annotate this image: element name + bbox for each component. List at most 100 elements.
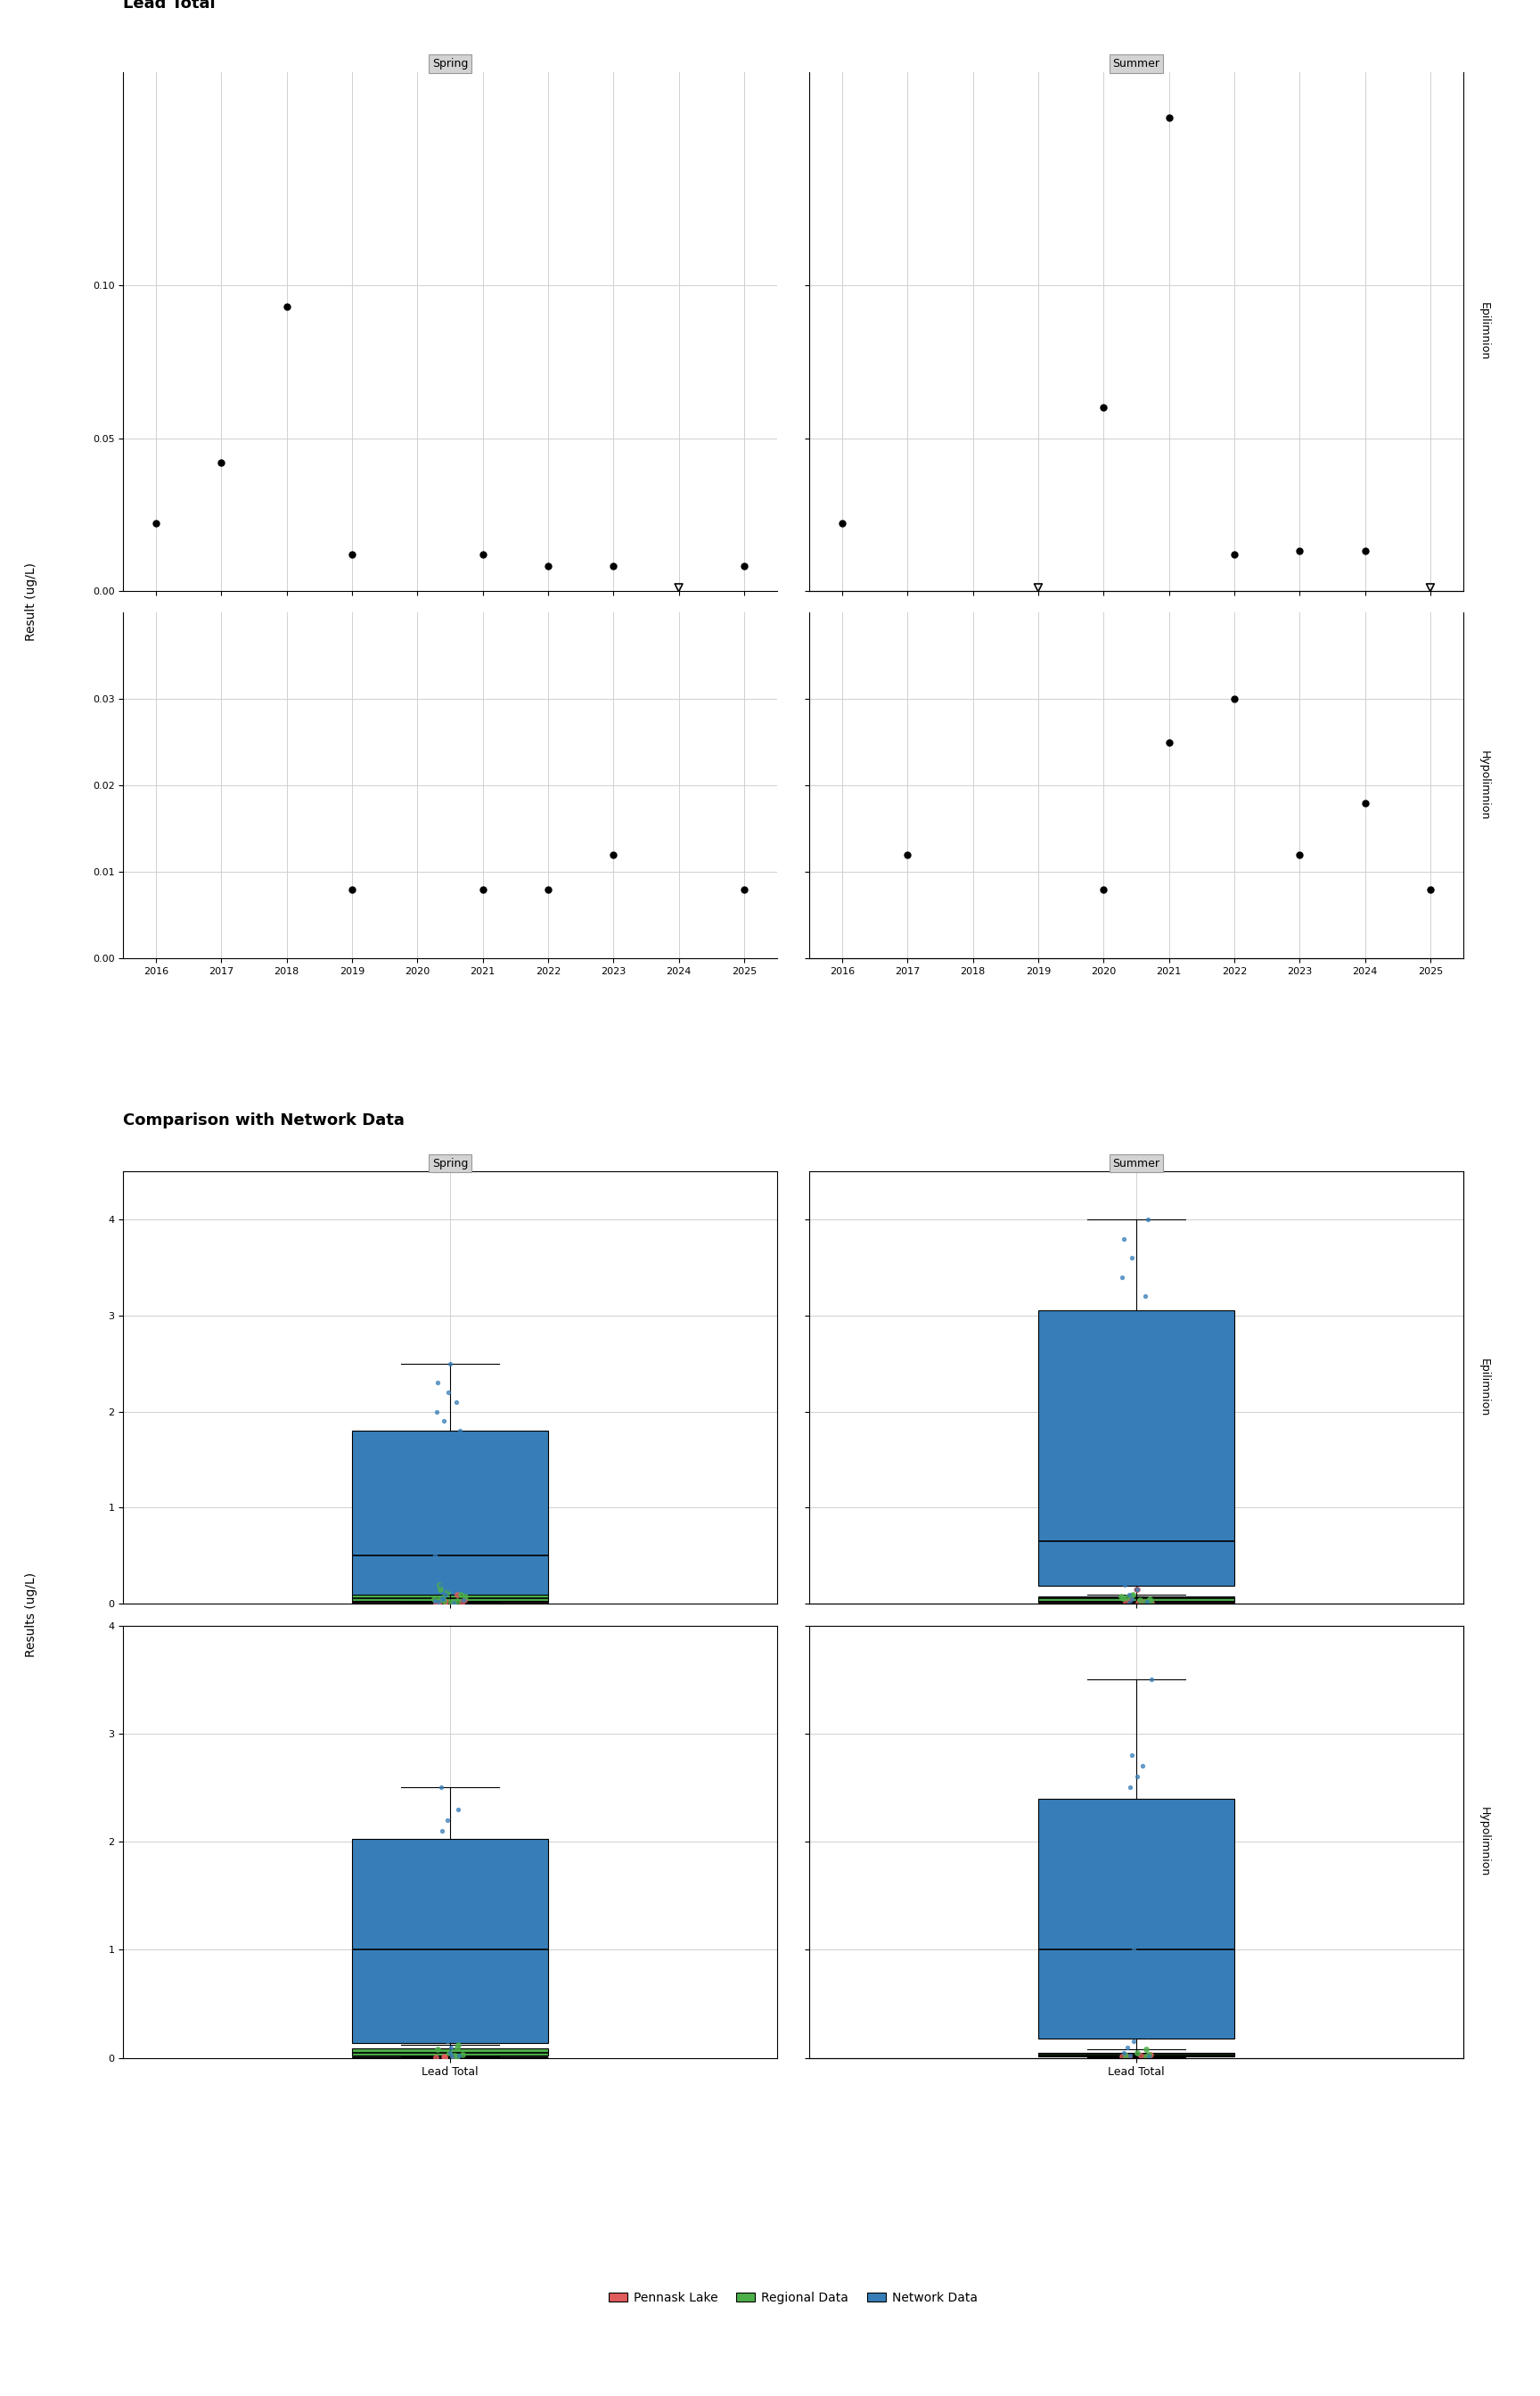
Point [143,506,168,544]
Point [437,2034,462,2073]
Point [1115,2027,1140,2065]
Point [470,870,494,908]
PathPatch shape [353,1593,548,1601]
Point [424,1584,448,1622]
Point [445,2037,470,2075]
PathPatch shape [1038,2053,1234,2056]
Point [439,1584,464,1622]
Point [431,1579,456,1617]
Point [1116,1584,1141,1622]
Point [427,1584,451,1622]
Point [431,1581,456,1620]
Point [447,1567,471,1605]
Point [425,1363,450,1402]
Point [425,2013,450,2051]
Point [437,1560,462,1598]
Point [447,1790,471,1828]
Point [1126,2034,1150,2073]
Point [1137,1581,1161,1620]
Point [1127,1581,1152,1620]
Point [1418,568,1443,606]
Point [442,2039,467,2077]
Point [442,2037,467,2075]
Point [427,1579,451,1617]
Point [1120,1737,1144,1775]
Point [436,2022,460,2061]
Point [1118,1579,1143,1617]
Point [1137,2039,1161,2077]
Point [440,1555,465,1593]
Point [1352,532,1377,570]
Point [1120,1239,1144,1277]
Point [1124,1984,1149,2022]
Point [340,870,365,908]
Point [895,836,919,875]
Y-axis label: Epilimnion: Epilimnion [1478,1359,1489,1416]
Title: Summer: Summer [1112,1157,1160,1169]
Point [1133,1526,1158,1565]
Text: Result (ug/L): Result (ug/L) [25,563,37,640]
Point [433,1574,457,1613]
Point [536,546,561,585]
Point [1157,98,1181,137]
Point [445,2027,470,2065]
Point [1112,1565,1137,1603]
Point [1129,2037,1153,2075]
Point [453,1440,477,1478]
PathPatch shape [1038,1598,1234,1603]
Point [1124,1569,1149,1608]
Point [1121,1931,1146,1970]
Point [1112,1811,1137,1850]
Point [1133,2037,1158,2075]
Point [1140,1660,1164,1699]
Point [1287,532,1312,570]
Point [440,1584,465,1622]
Point [1118,2037,1143,2075]
Text: Lead Total: Lead Total [123,0,216,12]
Point [1118,1768,1143,1807]
Point [431,2039,456,2077]
Point [1133,1498,1158,1536]
Point [431,1579,456,1617]
Point [430,1811,454,1850]
Point [1133,1584,1158,1622]
Point [1130,1488,1155,1526]
Y-axis label: Epilimnion: Epilimnion [1478,302,1489,359]
Point [436,1569,460,1608]
Point [422,1581,447,1620]
Point [453,1421,477,1459]
Point [732,546,756,585]
Point [1120,1574,1144,1613]
Point [436,1574,460,1613]
Point [1092,388,1117,426]
Text: Results (ug/L): Results (ug/L) [25,1572,37,1658]
PathPatch shape [1038,1799,1234,2039]
Point [1026,568,1050,606]
Point [1110,1579,1135,1617]
Point [439,2027,464,2065]
Point [1138,2037,1163,2075]
Point [1126,1584,1150,1622]
PathPatch shape [353,2049,548,2056]
Point [1138,1790,1163,1828]
Point [424,1469,448,1507]
Point [601,836,625,875]
Title: Summer: Summer [1112,58,1160,69]
Point [1107,1507,1132,1545]
Text: Comparison with Network Data: Comparison with Network Data [123,1112,405,1129]
Point [1287,836,1312,875]
Title: Spring: Spring [433,1157,468,1169]
Point [1418,870,1443,908]
Y-axis label: Hypolimnion: Hypolimnion [1478,750,1489,819]
Point [1112,1220,1137,1258]
Point [1157,724,1181,762]
Point [428,1768,453,1807]
Point [1113,1579,1138,1617]
Point [1112,2034,1137,2073]
Point [436,1373,460,1411]
Point [424,1536,448,1574]
Point [422,2005,447,2044]
Point [1133,1555,1158,1593]
PathPatch shape [1038,1311,1234,1586]
Point [425,1392,450,1430]
